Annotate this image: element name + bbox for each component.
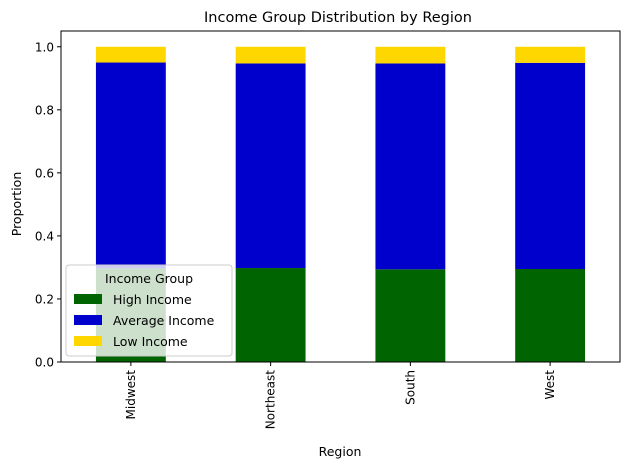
bar-low-income-south — [375, 46, 446, 64]
bar-average-income-west — [515, 62, 586, 270]
y-tick-label: 0.4 — [35, 229, 54, 243]
y-tick-label: 0.8 — [35, 103, 54, 117]
bar-segments — [95, 46, 586, 362]
legend-swatch-average-income — [74, 315, 102, 325]
x-tick-label: West — [543, 370, 557, 400]
x-tick-label: Northeast — [264, 370, 278, 430]
bar-average-income-midwest — [95, 62, 166, 269]
bar-average-income-northeast — [235, 63, 306, 269]
x-tick-label: Midwest — [124, 370, 138, 420]
legend-swatch-high-income — [74, 294, 102, 304]
y-tick-label: 0.2 — [35, 292, 54, 306]
bar-high-income-west — [515, 269, 586, 362]
bar-average-income-south — [375, 63, 446, 270]
axes: 0.0 0.2 0.4 0.6 0.8 1.0 Midwest Northeast South W… — [35, 30, 621, 430]
y-tick-label: 1.0 — [35, 40, 54, 54]
bar-low-income-west — [515, 46, 586, 63]
chart-title: Income Group Distribution by Region — [204, 10, 472, 26]
legend-label: Average Income — [113, 313, 215, 328]
bar-low-income-northeast — [235, 46, 306, 64]
x-axis-label: Region — [319, 444, 362, 459]
plot-frame — [60, 30, 621, 363]
y-tick-label: 0.6 — [35, 166, 54, 180]
bar-low-income-midwest — [95, 46, 166, 63]
x-tick-label: South — [403, 370, 417, 405]
bar-high-income-south — [375, 269, 446, 362]
legend-box — [65, 264, 233, 357]
legend: Income Group High Income Average Income Lo… — [65, 264, 233, 357]
legend-label: High Income — [113, 292, 192, 307]
y-tick-label: 0.0 — [35, 356, 54, 370]
legend-label: Low Income — [113, 334, 188, 349]
legend-swatch-low-income — [74, 336, 102, 346]
bar-high-income-northeast — [235, 268, 306, 362]
legend-title: Income Group — [105, 271, 193, 286]
y-axis-label: Proportion — [9, 172, 24, 237]
